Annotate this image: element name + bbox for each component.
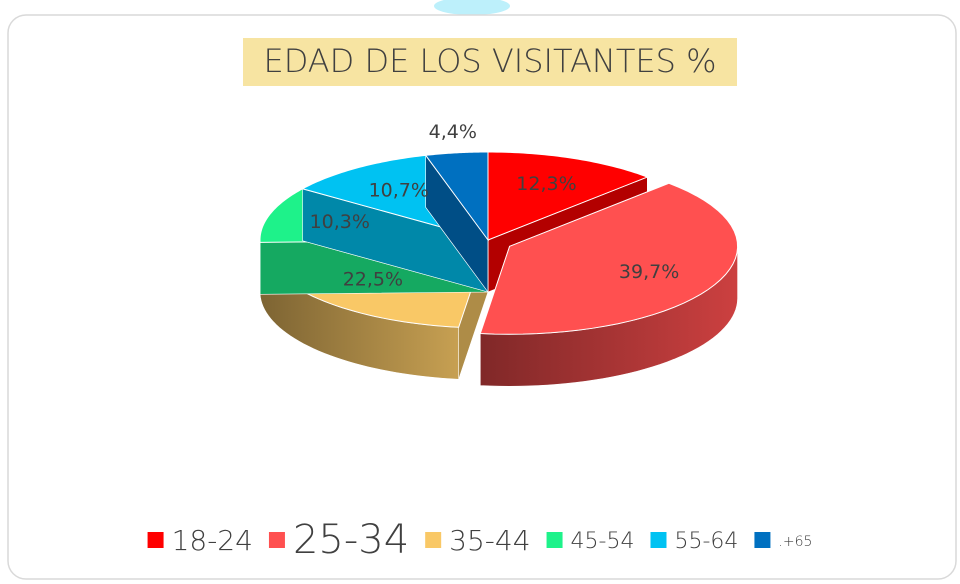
legend: 18-24 25-34 35-44 45-54 55-64 .+65 <box>147 517 812 563</box>
legend-label: 18-24 <box>172 524 253 557</box>
chart-title: EDAD DE LOS VISITANTES % <box>263 42 716 80</box>
legend-swatch <box>650 532 667 548</box>
slice <box>479 182 739 335</box>
data-label: 39,7% <box>619 261 679 283</box>
legend-swatch <box>546 532 563 548</box>
legend-label: 45-54 <box>571 529 635 554</box>
data-label: 4,4% <box>429 121 477 143</box>
slice <box>424 151 489 242</box>
legend-swatch <box>268 532 285 548</box>
data-label: 22,5% <box>343 269 403 291</box>
data-label: 10,3% <box>310 211 370 233</box>
legend-label: 55-64 <box>674 529 738 554</box>
legend-label: 35-44 <box>449 524 530 557</box>
decoration <box>434 0 510 15</box>
slice <box>487 151 649 241</box>
legend-swatch <box>425 532 442 548</box>
title-background <box>243 38 737 86</box>
legend-swatch <box>147 532 164 548</box>
legend-label: .+65 <box>778 534 812 550</box>
legend-swatch <box>754 532 771 548</box>
data-label: 12,3% <box>516 173 576 195</box>
data-label: 10,7% <box>369 180 429 202</box>
legend-label: 25-34 <box>293 517 409 563</box>
